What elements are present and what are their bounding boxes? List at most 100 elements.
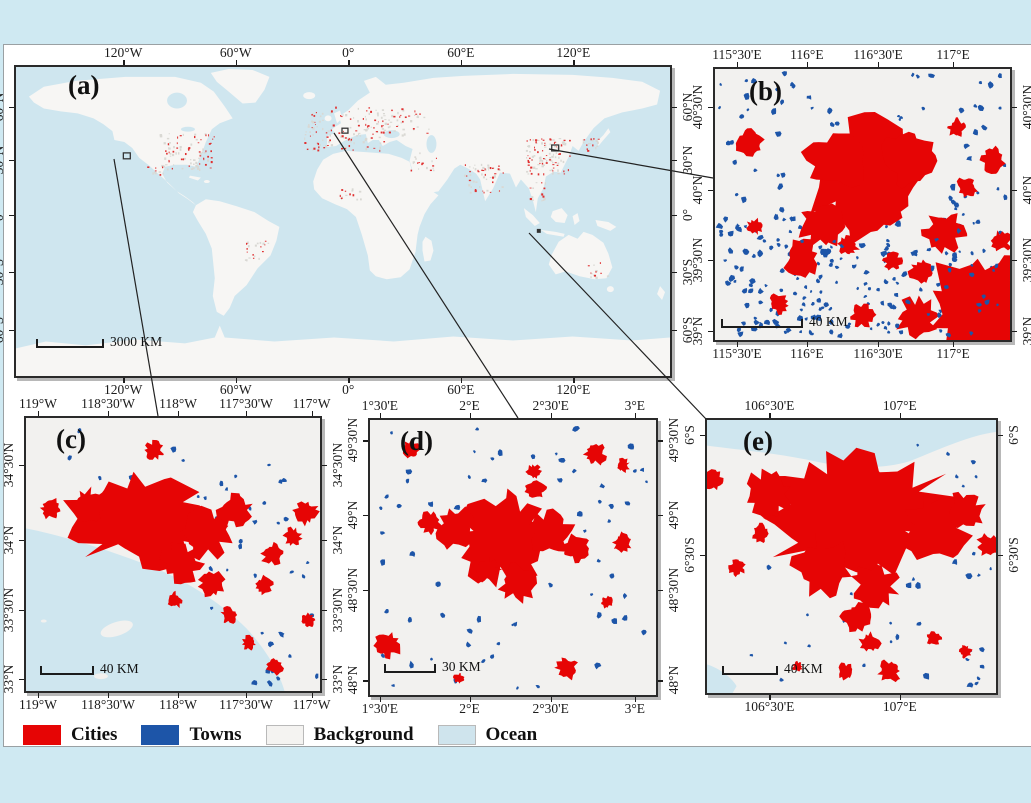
lat-label-right-e: 6°S — [1006, 424, 1021, 445]
legend-item-towns: Towns — [141, 724, 242, 746]
axis-tick — [878, 342, 880, 347]
axis-tick — [178, 411, 180, 416]
lat-label-right-d: 48°N — [666, 665, 681, 695]
panel-letter-e: (e) — [743, 426, 773, 456]
axis-tick — [9, 159, 14, 162]
scale-bar-label-e: 40 KM — [784, 661, 823, 676]
lon-label-top-a: 120°W — [104, 45, 143, 60]
lat-label-left-e: 6°S — [682, 424, 697, 445]
lat-label-left-b: 40°30'N — [690, 84, 705, 130]
axis-tick — [460, 60, 463, 65]
lat-label-left-d: 48°30'N — [345, 567, 360, 613]
panel-letter-b: (b) — [749, 76, 782, 106]
axis-tick — [708, 259, 713, 261]
axis-tick — [235, 60, 238, 65]
lat-label-right-c: 34°30'N — [330, 442, 345, 488]
lon-label-top-b: 117°E — [936, 47, 970, 62]
axis-tick — [469, 413, 471, 418]
axis-tick — [19, 679, 24, 681]
legend-label-towns: Towns — [189, 724, 242, 745]
axis-tick — [322, 679, 327, 681]
panel-letter-d: (d) — [400, 426, 433, 456]
axis-tick — [878, 62, 880, 67]
axis-tick — [363, 440, 368, 442]
lat-label-right-d: 49°30'N — [666, 418, 681, 463]
axis-tick — [998, 434, 1003, 436]
lon-label-bottom-b: 115°30'E — [712, 346, 762, 361]
axis-tick — [38, 411, 40, 416]
axis-tick — [235, 378, 238, 383]
lon-label-top-c: 119°W — [19, 396, 57, 411]
lon-label-top-c: 118°30'W — [81, 396, 135, 411]
panel-e-jakarta-map: (e) 40 KM — [705, 418, 998, 695]
lat-label-left-d: 48°N — [345, 665, 360, 695]
legend-label-ocean: Ocean — [485, 724, 538, 745]
axis-tick — [322, 540, 327, 542]
lon-label-bottom-c: 118°30'W — [81, 697, 135, 712]
legend-item-background: Background — [265, 724, 414, 746]
lon-label-bottom-a: 0° — [342, 382, 355, 397]
axis-tick — [1012, 331, 1017, 333]
axis-tick — [708, 106, 713, 109]
axis-tick — [708, 189, 713, 192]
panel-d-paris-map: (d) 30 KM — [368, 418, 658, 697]
lat-label-left-c: 34°30'N — [1, 442, 16, 488]
lon-label-top-d: 1°30'E — [361, 398, 399, 413]
axis-tick — [573, 378, 575, 383]
lat-label-right-b: 39°30'N — [1020, 237, 1031, 282]
axis-tick — [658, 680, 663, 682]
scale-bar-label-b: 40 KM — [809, 314, 848, 329]
axis-tick — [899, 413, 902, 418]
legend: Cities Towns Background Ocean — [23, 724, 561, 746]
axis-tick — [379, 697, 382, 702]
lat-label-right-c: 34°N — [330, 525, 345, 555]
scale-bar-c: 40 KM — [40, 661, 139, 676]
axis-tick — [634, 697, 637, 702]
map-art-b — [715, 69, 1010, 340]
axis-tick — [178, 693, 180, 698]
axis-tick — [658, 515, 663, 517]
lon-label-top-e: 107°E — [882, 398, 917, 413]
axis-tick — [246, 693, 248, 698]
axis-tick — [19, 465, 24, 467]
lon-label-bottom-b: 116°E — [790, 346, 824, 361]
lon-label-top-a: 120°E — [556, 45, 591, 60]
axis-tick — [998, 555, 1003, 557]
axis-tick — [246, 411, 248, 416]
axis-tick — [1012, 106, 1017, 109]
ocean-swatch-icon — [437, 725, 476, 745]
lon-label-bottom-e: 106°30'E — [744, 699, 795, 714]
axis-tick — [769, 695, 771, 700]
scale-bar-label-c: 40 KM — [100, 661, 139, 676]
legend-label-cities: Cities — [71, 724, 118, 745]
axis-tick — [672, 329, 677, 332]
lat-label-left-b: 39°30'N — [690, 237, 705, 282]
axis-tick — [348, 60, 350, 65]
towns-swatch-icon — [141, 725, 180, 745]
lat-label-right-d: 48°30'N — [666, 567, 681, 613]
background-swatch-icon — [265, 725, 304, 745]
lon-label-bottom-d: 2°E — [459, 701, 480, 716]
lat-label-left-a: 60°S — [0, 316, 6, 344]
axis-tick — [700, 555, 705, 557]
axis-tick — [311, 693, 313, 698]
axis-tick — [700, 434, 705, 436]
lat-label-left-a: 30°S — [0, 258, 6, 286]
lon-label-bottom-a: 120°E — [556, 382, 591, 397]
axis-tick — [1012, 259, 1017, 261]
axis-tick — [550, 697, 552, 702]
map-art-d — [370, 420, 656, 695]
lon-label-bottom-c: 119°W — [19, 697, 57, 712]
axis-tick — [672, 271, 677, 274]
legend-item-ocean: Ocean — [437, 724, 538, 746]
axis-tick — [736, 342, 739, 347]
lon-label-bottom-d: 3°E — [624, 701, 645, 716]
lon-label-top-e: 106°30'E — [744, 398, 795, 413]
lat-label-right-b: 40°N — [1020, 175, 1031, 205]
lon-label-bottom-c: 117°30'W — [219, 697, 273, 712]
lat-label-right-c: 33°30'N — [330, 587, 345, 633]
axis-tick — [634, 413, 637, 418]
lon-label-bottom-d: 2°30'E — [532, 701, 569, 716]
lat-label-left-c: 34°N — [1, 525, 16, 555]
